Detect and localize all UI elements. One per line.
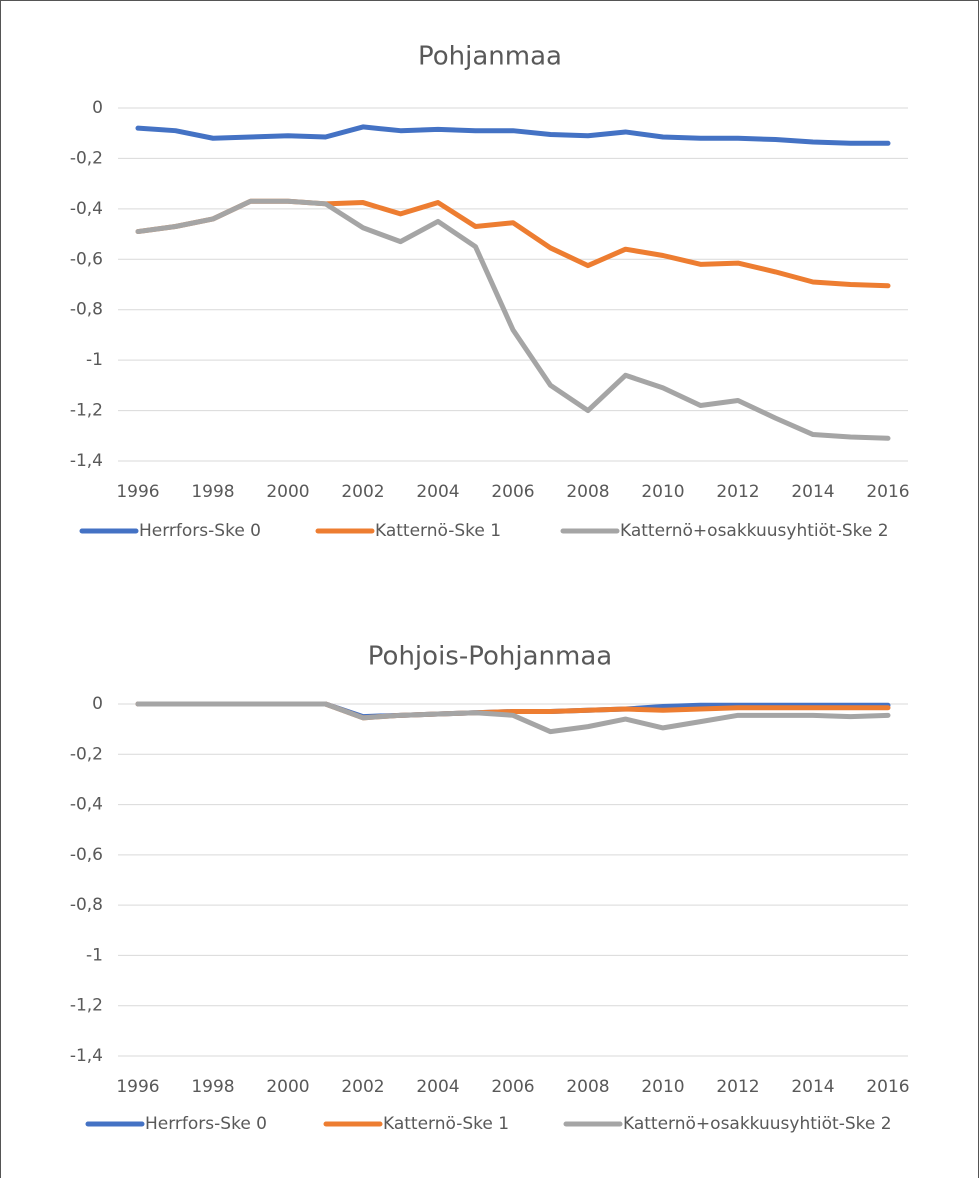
legend-label: Katternö-Ske 1 [375,521,501,541]
x-tick-label: 2004 [416,1077,459,1097]
x-tick-label: 2004 [416,482,459,502]
x-tick-label: 2008 [566,1077,609,1097]
x-tick-label: 1996 [116,482,159,502]
y-tick-label: -1,2 [70,401,103,421]
y-tick-label: -0,4 [70,795,103,815]
x-tick-label: 2010 [641,1077,684,1097]
x-tick-label: 2012 [716,1077,759,1097]
line-series [135,124,891,146]
x-tick-label: 2002 [341,482,384,502]
x-tick-label: 2010 [641,482,684,502]
legend-label: Katternö+osakkuusyhtiöt-Ske 2 [620,521,889,541]
x-tick-label: 2002 [341,1077,384,1097]
y-tick-label: 0 [92,694,103,714]
legend-label: Katternö-Ske 1 [383,1114,509,1134]
y-tick-label: -0,2 [70,744,103,764]
x-tick-label: 1996 [116,1077,159,1097]
x-tick-label: 2006 [491,1077,534,1097]
x-tick-label: 2008 [566,482,609,502]
legend-label: Herrfors-Ske 0 [145,1114,267,1134]
y-tick-label: -1,4 [70,451,103,471]
x-tick-label: 2000 [266,482,309,502]
y-tick-label: -1 [86,945,103,965]
y-tick-label: -0,6 [70,249,103,269]
line-series [135,198,891,441]
legend-label: Katternö+osakkuusyhtiöt-Ske 2 [623,1114,892,1134]
chart-title: Pohjois-Pohjanmaa [368,642,612,672]
legend-label: Herrfors-Ske 0 [139,521,261,541]
x-tick-label: 2006 [491,482,534,502]
y-tick-label: -0,8 [70,300,103,320]
chart-title: Pohjanmaa [418,42,562,72]
y-tick-label: -1 [86,350,103,370]
x-tick-label: 1998 [191,482,234,502]
x-tick-label: 2014 [791,482,834,502]
x-tick-label: 2014 [791,1077,834,1097]
y-tick-label: -0,2 [70,148,103,168]
line-series [135,198,891,289]
x-tick-label: 2012 [716,482,759,502]
x-tick-label: 1998 [191,1077,234,1097]
line-series [135,701,891,735]
x-tick-label: 2000 [266,1077,309,1097]
x-tick-label: 2016 [866,1077,909,1097]
y-tick-label: -0,4 [70,199,103,219]
x-tick-label: 2016 [866,482,909,502]
y-tick-label: -0,6 [70,845,103,865]
y-tick-label: 0 [92,98,103,118]
y-tick-label: -1,4 [70,1046,103,1066]
y-tick-label: -1,2 [70,996,103,1016]
y-tick-label: -0,8 [70,895,103,915]
